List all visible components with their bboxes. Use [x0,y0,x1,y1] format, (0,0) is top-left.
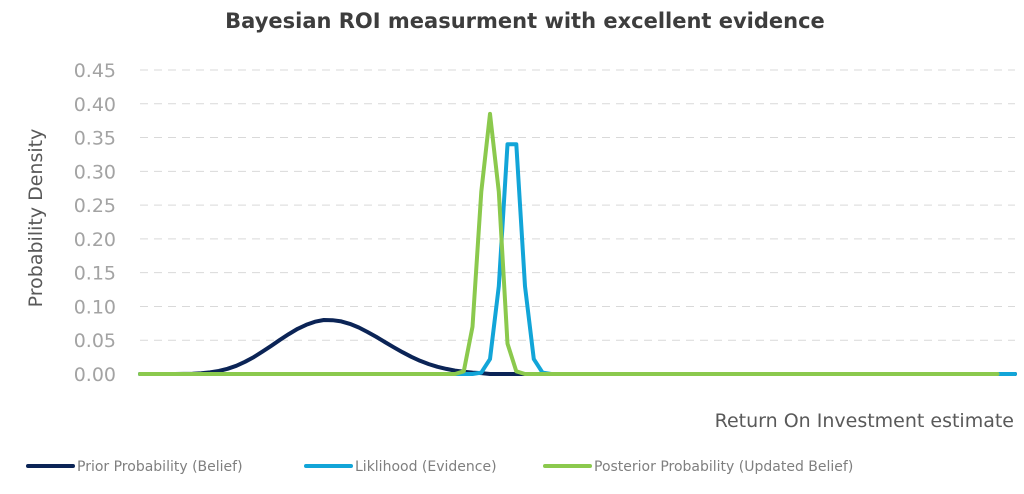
legend-label: Posterior Probability (Updated Belief) [594,459,853,475]
legend: Prior Probability (Belief) Liklihood (Evi… [26,459,853,475]
y-tick-label: 0.30 [74,161,116,183]
y-tick-label: 0.25 [74,195,116,217]
legend-label: Liklihood (Evidence) [355,459,497,475]
y-axis-label: Probability Density [25,129,47,308]
series-line-1 [138,142,1017,376]
y-tick-label: 0.05 [74,330,116,352]
series-line-2 [138,111,1000,376]
y-tick-label: 0.10 [74,296,116,318]
y-tick-label: 0.15 [74,263,116,285]
y-tick-label: 0.20 [74,229,116,251]
y-tick-label: 0.40 [74,94,116,116]
y-tick-label: 0.45 [74,60,116,82]
series-line-0 [138,318,1017,376]
y-tick-label: 0.00 [74,364,116,386]
series-lines [138,111,1017,376]
gridlines [140,69,1015,341]
chart-title: Bayesian ROI measurment with excellent e… [225,9,825,33]
y-tick-labels: 0.00 0.05 0.10 0.15 0.20 0.25 0.30 0.35 0.40 0.45 [74,60,116,386]
legend-label: Prior Probability (Belief) [77,459,243,475]
y-tick-label: 0.35 [74,128,116,150]
x-axis-label: Return On Investment estimate [715,410,1014,432]
